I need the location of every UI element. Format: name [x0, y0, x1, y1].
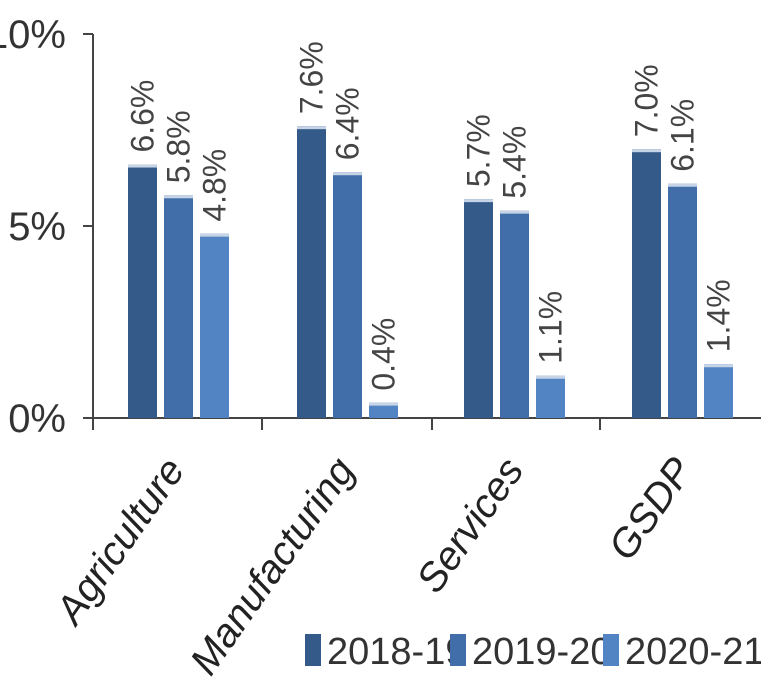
bar-manufacturing-2018-19 [297, 126, 326, 418]
bar-services-2019-20 [500, 210, 529, 418]
category-label-gsdp: GSDP [600, 450, 701, 568]
data-label: 5.7% [461, 114, 497, 187]
bar-agriculture-2018-19 [128, 164, 157, 418]
bar-top-highlight [369, 402, 398, 406]
category-label-services: Services [408, 450, 532, 601]
category-label-agriculture: Agriculture [47, 450, 194, 634]
y-tick-label: 5% [8, 205, 66, 249]
legend-label: 2018-19 [327, 631, 466, 673]
data-label: 5.4% [497, 126, 533, 199]
bar-top-highlight [536, 375, 565, 379]
y-ticks: 0% 5% 10% [0, 13, 93, 441]
bar-services-2018-19 [464, 199, 493, 418]
bar-top-highlight [128, 164, 157, 168]
data-label: 0.4% [366, 318, 402, 391]
legend-swatch-2020-21 [603, 634, 619, 666]
bar-manufacturing-2019-20 [333, 172, 362, 418]
bar-agriculture-2020-21 [200, 233, 229, 418]
bar-top-highlight [297, 126, 326, 130]
bar-top-highlight [200, 233, 229, 237]
data-label: 6.1% [665, 99, 701, 172]
bar-gsdp-2019-20 [668, 183, 697, 418]
data-label: 7.6% [294, 41, 330, 114]
bars [128, 126, 733, 418]
legend-label: 2020-21 [625, 631, 761, 673]
bar-manufacturing-2020-21 [369, 402, 398, 418]
data-label: 6.6% [125, 80, 161, 153]
bar-top-highlight [500, 210, 529, 214]
bar-top-highlight [333, 172, 362, 176]
bar-top-highlight [464, 199, 493, 203]
x-ticks [92, 418, 601, 430]
bar-gsdp-2020-21 [704, 364, 733, 418]
y-tick-label: 0% [8, 397, 66, 441]
data-label: 4.8% [197, 149, 233, 222]
data-label: 1.1% [533, 291, 569, 364]
data-labels: 6.6% 5.8%4.8% 7.6%6.4% 0.4% 5.7% 5.4% 1.1% 7.0%… [125, 41, 737, 390]
y-tick-label: 10% [0, 13, 66, 57]
legend-swatch-2018-19 [305, 634, 321, 666]
legend-label: 2019-20 [472, 631, 611, 673]
data-label: 7.0% [629, 64, 665, 137]
data-label: 5.8% [161, 110, 197, 183]
bar-top-highlight [632, 149, 661, 153]
bar-top-highlight [704, 364, 733, 368]
bar-services-2020-21 [536, 375, 565, 418]
bar-top-highlight [164, 195, 193, 199]
data-label: 1.4% [701, 279, 737, 352]
bar-gsdp-2018-19 [632, 149, 661, 418]
legend-swatch-2019-20 [450, 634, 466, 666]
bar-agriculture-2019-20 [164, 195, 193, 418]
data-label: 6.4% [330, 87, 366, 160]
bar-top-highlight [668, 183, 697, 187]
legend: 2018-19 2019-20 2020-21 [305, 631, 761, 673]
